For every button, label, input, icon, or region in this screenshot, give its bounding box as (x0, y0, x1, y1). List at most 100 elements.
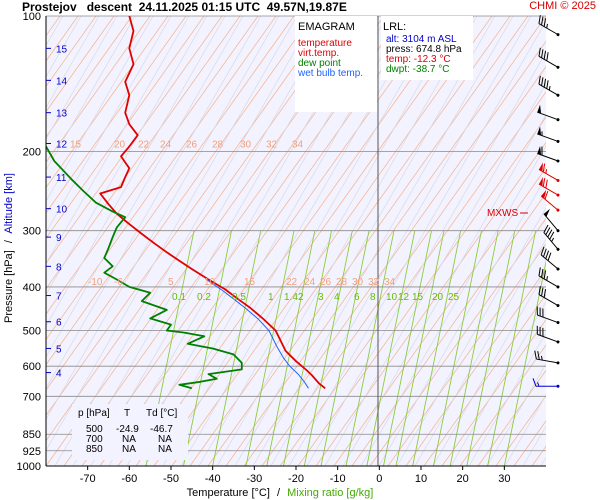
profile-series (46, 16, 326, 390)
wind-barb (538, 177, 560, 197)
moist-adiabat-line (288, 20, 546, 466)
moist-adiabat-line (324, 82, 546, 466)
altitude-tick-label: 14 (56, 76, 68, 87)
mixing-ratio-label: 0.1 (172, 292, 186, 303)
mixing-ratio-line (433, 230, 482, 466)
table-row-700-p: 700 (86, 434, 103, 445)
table-header-td: Td [°C] (146, 408, 177, 419)
moist-adiabat-line (342, 113, 546, 466)
adiabat-label-upper: 26 (186, 139, 198, 150)
altitude-tick-label: 4 (56, 369, 62, 380)
adiabat-line (441, 319, 546, 466)
altitude-tick-label: 11 (56, 173, 67, 184)
wind-barb (537, 126, 560, 143)
mixing-ratio-line (412, 230, 462, 466)
adiabat-labels: 15 20 22 24 26 28 30 32 34 -10 -6 5 10 15 (70, 139, 304, 287)
moist-adiabat-line (432, 269, 546, 466)
y-axis-title-pressure: Pressure [hPa] (3, 250, 15, 323)
pressure-tick-label: 200 (23, 146, 41, 158)
moist-adiabat-line (595, 16, 600, 466)
legend-item-dew-point: dew point (298, 58, 341, 69)
legend-box (295, 16, 377, 112)
y-axis-title-sep: / (3, 239, 15, 243)
mixing-ratio-upper-label: 34 (384, 277, 396, 288)
legend-item-wet-bulb: wet bulb temp. (297, 68, 363, 79)
mixing-ratio-upper-label: 30 (352, 277, 364, 288)
adiabat-label-upper: 34 (292, 139, 304, 150)
pressure-tick-label: 600 (23, 361, 41, 373)
mixing-ratio-line (383, 230, 432, 466)
wind-barb (543, 224, 560, 251)
adiabat-line (405, 268, 546, 466)
table-header-t: T (124, 408, 130, 419)
mixing-ratio-label: 2 (298, 292, 304, 303)
mixing-ratio-label: 8 (370, 292, 376, 303)
x-tick-label: -10 (330, 473, 346, 485)
x-tick-label: -20 (288, 473, 304, 485)
mixing-ratio-line (503, 259, 546, 466)
adiabat-label-upper: 15 (70, 139, 82, 150)
moist-adiabat-line (72, 16, 334, 466)
series-temperature (99, 16, 326, 390)
adiabat-line (333, 167, 546, 466)
wind-barb (538, 286, 560, 308)
mixing-ratio-label: 1 (268, 292, 274, 303)
wind-barb (534, 350, 560, 365)
x-tick-label: 10 (415, 473, 427, 485)
mixing-ratio-line (283, 230, 332, 466)
moist-adiabat-line (46, 16, 154, 202)
adiabat-label-upper: 20 (114, 139, 126, 150)
mixing-ratio-label: 10 (386, 292, 398, 303)
mixing-ratio-line (345, 230, 395, 466)
table-row-850-t: NA (122, 444, 136, 455)
moist-adiabat-line (360, 145, 546, 466)
moist-adiabat-line (46, 16, 100, 109)
adiabat-line (135, 16, 457, 466)
adiabat-line (46, 16, 169, 189)
lrl-press: press: 674.8 hPa (386, 44, 462, 55)
adiabat-label-lower: -10 (88, 277, 103, 288)
x-tick-label: -60 (121, 473, 137, 485)
mixing-ratio-label: 20 (432, 292, 444, 303)
adiabat-line (46, 16, 187, 214)
wind-barb (532, 378, 560, 388)
altitude-tick-label: 7 (56, 292, 62, 303)
wind-barb (540, 189, 560, 212)
altitude-tick-label: 15 (56, 44, 68, 55)
mixing-ratio-label: 25 (448, 292, 460, 303)
moist-adiabat-line (559, 16, 600, 466)
table-row-700-t: NA (122, 434, 136, 445)
altitude-tick-label: 8 (56, 262, 62, 273)
adiabat-line (171, 16, 493, 466)
moist-adiabat-line (396, 207, 546, 466)
altitude-tick-label: 6 (56, 318, 62, 329)
mixing-ratio-line (320, 230, 370, 466)
legend: EMAGRAM temperature virt.temp. dew point… (295, 16, 377, 112)
level-table: p [hPa] T Td [°C] 500 -24.9 -46.7 700 NA… (72, 404, 188, 460)
moist-adiabat-line (270, 16, 532, 466)
adiabat-line (46, 16, 259, 315)
adiabat-label-lower: 10 (204, 277, 216, 288)
moist-adiabat-line (46, 16, 298, 452)
pressure-tick-label: 850 (23, 429, 41, 441)
pressure-tick-label: 400 (23, 282, 41, 294)
lrl-heading: LRL: (383, 21, 406, 33)
lrl-temp: temp: -12.3 °C (386, 54, 451, 65)
legend-item-temperature: temperature (298, 38, 352, 49)
adiabat-line (153, 16, 475, 466)
table-row-500-td: -46.7 (150, 424, 173, 435)
wind-barb (538, 162, 560, 182)
moist-adiabat-line (46, 16, 118, 140)
table-row-700-td: NA (158, 434, 172, 445)
adiabat-line (46, 16, 277, 341)
x-axis-title-mixing: Mixing ratio [g/kg] (287, 487, 373, 499)
adiabat-label-upper: 28 (212, 139, 224, 150)
adiabat-line (243, 40, 546, 466)
moist-adiabat-line (468, 332, 546, 466)
moist-adiabat-line (46, 16, 208, 296)
adiabat-line (46, 16, 133, 138)
mixing-ratio-line (395, 230, 445, 466)
adiabat-line (423, 293, 546, 466)
chart-title: Prostejov descent 24.11.2025 01:15 UTC 4… (22, 0, 347, 14)
